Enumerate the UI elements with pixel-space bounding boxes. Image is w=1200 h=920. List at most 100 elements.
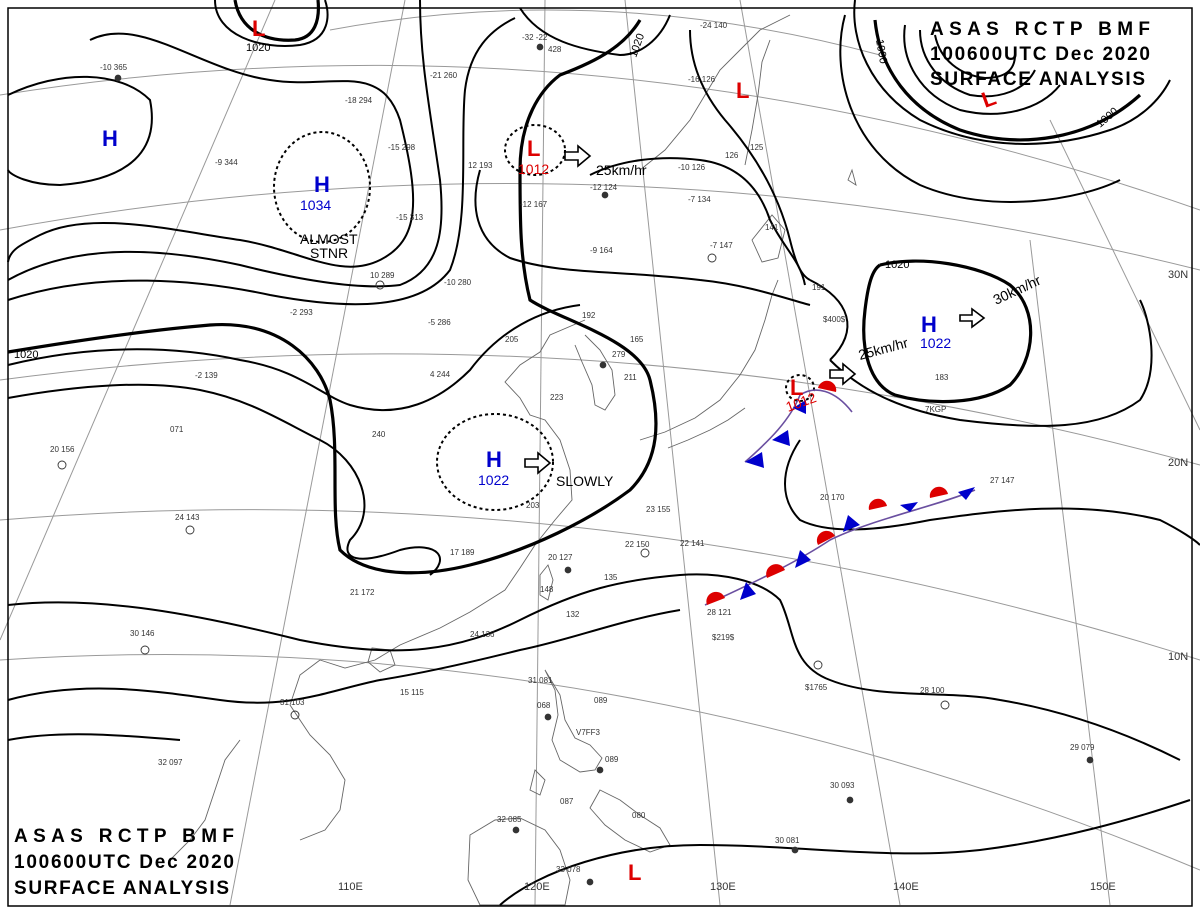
coast-japan-south bbox=[667, 407, 746, 449]
lat-label-10n: 10N bbox=[1168, 651, 1188, 663]
coast-mindoro bbox=[529, 769, 546, 796]
station-label: 30 093 bbox=[830, 781, 855, 790]
meridian-100e bbox=[0, 0, 276, 641]
coast-china bbox=[319, 319, 586, 669]
cold-seg-3 bbox=[843, 515, 860, 532]
meridian-160e bbox=[1049, 119, 1200, 431]
high-1022-west-motion: SLOWLY bbox=[556, 473, 614, 489]
isobar-southwest-1 bbox=[7, 733, 181, 741]
station-label: 125 bbox=[750, 143, 764, 152]
isobar-east-2 bbox=[809, 279, 849, 361]
isobar-pacific-1 bbox=[829, 299, 1153, 427]
lat-label-30n: 30N bbox=[1168, 269, 1188, 281]
station-label: -9 344 bbox=[215, 158, 238, 167]
station-label: 20 127 bbox=[548, 553, 573, 562]
isobar-pacific-2 bbox=[784, 439, 1200, 546]
isobar-n-1 bbox=[7, 32, 415, 268]
dotted-low-1012-north bbox=[504, 124, 566, 176]
low-nw-symbol: L bbox=[252, 16, 265, 41]
cold-seg-6 bbox=[745, 452, 764, 468]
station-label: -12 124 bbox=[590, 183, 618, 192]
station-label: -9 164 bbox=[590, 246, 613, 255]
station-label: 12 193 bbox=[468, 161, 493, 170]
station-label: $400$ bbox=[823, 315, 846, 324]
stn-dot bbox=[114, 74, 122, 82]
lon-label-110e: 110E bbox=[338, 881, 363, 893]
header-line-2: 100600UTC Dec 2020 bbox=[14, 852, 234, 873]
isobar-1020-east bbox=[862, 259, 1033, 404]
station-label: 30 081 bbox=[775, 836, 800, 845]
isobar-n-3 bbox=[7, 17, 516, 306]
isobar-east-1 bbox=[689, 29, 811, 281]
warm-seg-5 bbox=[929, 486, 948, 498]
isobar-label-1020-nw: 1020 bbox=[246, 42, 270, 54]
station-label: -7 134 bbox=[688, 195, 711, 204]
cold-seg-5 bbox=[958, 487, 975, 500]
stn-ring bbox=[375, 280, 385, 290]
meridian-110e bbox=[229, 0, 406, 906]
station-label: -2 293 bbox=[290, 308, 313, 317]
isobar-label-1020-east: 1020 bbox=[885, 259, 909, 271]
station-label: 135 bbox=[604, 573, 618, 582]
station-label: -10 280 bbox=[444, 278, 472, 287]
parallel-20n bbox=[0, 353, 1200, 466]
isobar-mid-3 bbox=[589, 157, 806, 286]
station-plots bbox=[57, 43, 1094, 886]
station-label: 068 bbox=[537, 701, 551, 710]
isobars-bold bbox=[7, 0, 1142, 575]
station-label: 17 189 bbox=[450, 548, 475, 557]
station-label: 165 bbox=[630, 335, 644, 344]
station-label: 141 bbox=[765, 223, 779, 232]
station-label: 192 bbox=[582, 311, 596, 320]
station-dots bbox=[114, 43, 1094, 886]
station-label: 428 bbox=[548, 45, 562, 54]
isobar-label-1000-a: 1000 bbox=[873, 38, 889, 64]
front-short-line bbox=[744, 389, 853, 463]
station-label: 24 136 bbox=[470, 630, 495, 639]
isobar-center-2 bbox=[7, 383, 441, 576]
station-label: 15 115 bbox=[400, 688, 424, 697]
stn-ring bbox=[707, 253, 717, 263]
station-label: -32 -22 bbox=[522, 33, 548, 42]
coast-vietnam bbox=[289, 659, 346, 841]
warm-seg-6 bbox=[818, 380, 837, 392]
coast-westpac-island bbox=[847, 168, 857, 186]
stn-ring bbox=[940, 700, 950, 710]
isobar-center-1 bbox=[7, 304, 581, 412]
station-label: 31 081 bbox=[528, 676, 553, 685]
station-labels: -10 365 -18 294 -9 344 -15 298 -15 313 1… bbox=[50, 21, 1095, 874]
warm-seg-1 bbox=[706, 591, 725, 605]
stn-ring bbox=[57, 460, 67, 470]
station-label: 240 bbox=[372, 430, 386, 439]
station-label: 087 bbox=[560, 797, 574, 806]
station-label: 32 097 bbox=[158, 758, 183, 767]
station-label: 22 150 bbox=[625, 540, 650, 549]
station-label: 089 bbox=[605, 755, 619, 764]
station-label: 22 141 bbox=[680, 539, 705, 548]
station-label: 4 244 bbox=[430, 370, 451, 379]
dotted-high-1022-west bbox=[436, 413, 554, 511]
station-label: 28 121 bbox=[707, 608, 732, 617]
station-label: 211 bbox=[624, 373, 637, 382]
fronts bbox=[704, 380, 976, 606]
high-1034-value: 1034 bbox=[300, 197, 331, 213]
warm-seg-2 bbox=[766, 564, 785, 578]
isobar-high-west bbox=[7, 75, 153, 187]
isobar-1000-ne bbox=[873, 19, 1142, 142]
isobar-south-2 bbox=[7, 609, 681, 704]
stn-dot bbox=[564, 566, 572, 574]
station-label: -24 140 bbox=[700, 21, 728, 30]
high-1022-east-value: 1022 bbox=[920, 335, 951, 351]
front-main-line bbox=[704, 489, 976, 606]
station-label: 126 bbox=[725, 151, 739, 160]
cold-seg-2 bbox=[795, 550, 811, 568]
station-label: 148 bbox=[540, 585, 554, 594]
low-1012-north-value: 1012 bbox=[518, 161, 549, 177]
dotted-high-1034 bbox=[273, 131, 371, 243]
coast-luzon bbox=[544, 669, 603, 773]
meridian-130e bbox=[624, 0, 721, 906]
stn-dot bbox=[846, 796, 854, 804]
stn-dot bbox=[536, 43, 544, 51]
